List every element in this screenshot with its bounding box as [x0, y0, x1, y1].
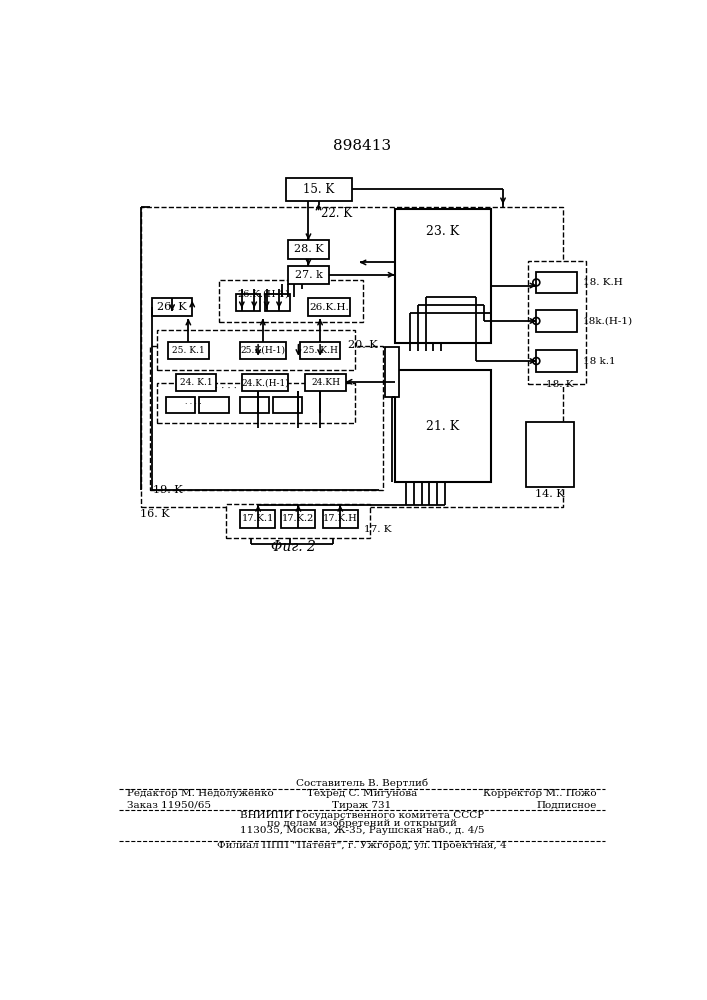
Bar: [240, 342, 286, 359]
Text: 17.K.H: 17.K.H: [323, 514, 358, 523]
Text: Техред С. Мигунова: Техред С. Мигунова: [307, 789, 417, 798]
Text: 25. K.H: 25. K.H: [303, 346, 337, 355]
Text: 28. K: 28. K: [293, 244, 323, 254]
Bar: [395, 370, 491, 482]
Bar: [395, 209, 491, 343]
Text: 18. K: 18. K: [546, 380, 573, 389]
Bar: [385, 347, 399, 397]
Text: 20. K: 20. K: [348, 340, 378, 350]
Text: ВНИИПИ Государственного комитета СССР: ВНИИПИ Государственного комитета СССР: [240, 811, 484, 820]
Text: Φиг. 2: Φиг. 2: [271, 540, 316, 554]
Bar: [156, 330, 355, 370]
Text: 15. K: 15. K: [303, 183, 334, 196]
Text: 26.K.(H-1): 26.K.(H-1): [238, 290, 289, 299]
Bar: [288, 266, 329, 284]
Text: 898413: 898413: [333, 139, 391, 153]
Bar: [288, 240, 329, 259]
Bar: [235, 294, 260, 311]
Bar: [240, 397, 269, 413]
Text: · · · ·: · · · ·: [185, 400, 202, 408]
Bar: [537, 350, 577, 372]
Text: 26.K.H.: 26.K.H.: [309, 303, 349, 312]
Bar: [218, 280, 363, 322]
Text: Филиал ППП "Патент", г. Ужгород, ул. Проектная, 4: Филиал ППП "Патент", г. Ужгород, ул. Про…: [217, 841, 507, 850]
Text: 24. K.1: 24. K.1: [180, 378, 212, 387]
Text: 17. K: 17. K: [363, 525, 391, 534]
Text: 17.K.1: 17.K.1: [242, 514, 274, 523]
Bar: [308, 298, 351, 316]
Text: 113035, Москва, Ж-35, Раушская наб., д. 4/5: 113035, Москва, Ж-35, Раушская наб., д. …: [240, 826, 484, 835]
Text: 19. K: 19. K: [153, 485, 182, 495]
Text: 22. K: 22. K: [321, 207, 352, 220]
Bar: [526, 422, 574, 487]
Bar: [141, 207, 563, 507]
Text: Заказ 11950/65: Заказ 11950/65: [127, 801, 211, 810]
Text: · · · ·: · · · ·: [216, 384, 238, 393]
Text: 23. K: 23. K: [426, 225, 460, 238]
Text: Составитель В. Вертлиб: Составитель В. Вертлиб: [296, 779, 428, 788]
Text: 25.K(H-1): 25.K(H-1): [240, 346, 285, 355]
Text: 21. K: 21. K: [426, 420, 460, 433]
Text: 18 k.1: 18 k.1: [583, 357, 616, 366]
Text: 24.KH: 24.KH: [311, 378, 340, 387]
Bar: [199, 397, 228, 413]
Bar: [156, 383, 355, 423]
Bar: [281, 510, 315, 528]
Text: Подписное: Подписное: [537, 801, 597, 810]
Text: Редактор М. Недолуженко: Редактор М. Недолуженко: [127, 789, 274, 798]
Bar: [273, 397, 303, 413]
Bar: [226, 504, 370, 538]
Bar: [528, 261, 586, 384]
Text: 18k.(H-1): 18k.(H-1): [583, 316, 633, 325]
Bar: [168, 342, 209, 359]
Bar: [323, 510, 358, 528]
Bar: [176, 374, 216, 391]
Text: 24.K.(H-1): 24.K.(H-1): [241, 378, 289, 387]
Text: 18. K.H: 18. K.H: [583, 278, 623, 287]
Bar: [305, 374, 346, 391]
Bar: [240, 510, 275, 528]
Bar: [300, 342, 340, 359]
Bar: [242, 374, 288, 391]
Bar: [265, 294, 290, 311]
Text: 17.K.2: 17.K.2: [282, 514, 314, 523]
Bar: [152, 298, 192, 316]
Text: 14. K: 14. K: [535, 489, 565, 499]
Text: 26. K: 26. K: [157, 302, 187, 312]
Text: Корректор М.. Пожо: Корректор М.. Пожо: [483, 789, 597, 798]
Text: 16. K: 16. K: [140, 509, 170, 519]
Bar: [286, 178, 352, 201]
Bar: [151, 346, 383, 490]
Text: 27. k: 27. k: [295, 270, 322, 280]
Bar: [166, 397, 195, 413]
Text: по делам изобретений и открытий: по делам изобретений и открытий: [267, 818, 457, 828]
Text: 25. K.1: 25. K.1: [172, 346, 205, 355]
Bar: [537, 272, 577, 293]
Text: Тираж 731: Тираж 731: [332, 801, 392, 810]
Bar: [537, 310, 577, 332]
